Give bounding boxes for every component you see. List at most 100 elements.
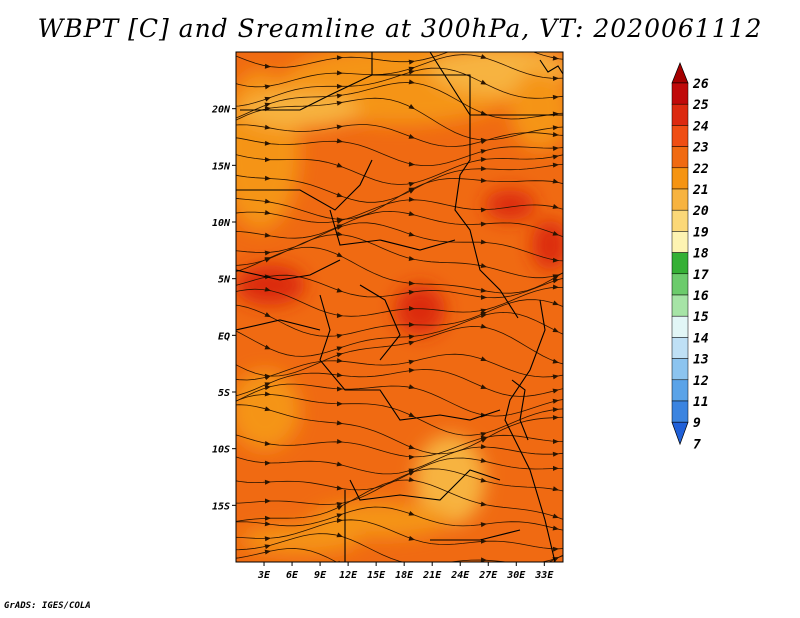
streamline-arrow <box>264 198 271 204</box>
colorbar-label: 19 <box>693 225 709 240</box>
streamline <box>236 82 563 120</box>
colorbar-segment <box>671 188 689 211</box>
streamline-arrow <box>552 55 559 61</box>
streamline-arrow <box>408 59 415 65</box>
colorbar-top-triangle <box>671 62 689 84</box>
streamline-arrow <box>336 502 343 507</box>
streamline-arrow <box>336 352 343 358</box>
streamline <box>236 54 563 88</box>
colorbar-label: 16 <box>693 289 709 304</box>
streamline <box>236 311 563 357</box>
streamline <box>236 548 563 562</box>
colorbar-segment <box>671 252 689 275</box>
streamline-arrow <box>336 333 343 339</box>
streamline-arrow <box>408 322 415 328</box>
streamline <box>236 177 563 220</box>
streamline-arrow <box>336 70 343 76</box>
streamline-arrow <box>264 157 271 163</box>
streamline-arrow <box>408 305 415 311</box>
streamline-arrow <box>336 162 343 168</box>
colorbar-segment <box>671 209 689 232</box>
streamline <box>236 274 563 299</box>
streamline-arrow <box>336 100 343 106</box>
streamline-arrow <box>552 275 559 281</box>
colorbar-segment <box>671 167 689 190</box>
streamline-arrow <box>480 149 487 154</box>
streamline-arrow <box>264 515 271 521</box>
streamline-arrow <box>480 457 487 463</box>
streamline-arrow <box>408 535 415 541</box>
streamline-arrow <box>552 439 559 445</box>
streamline-arrow <box>552 451 559 457</box>
streamline-arrow <box>480 323 487 329</box>
streamline-arrow <box>552 546 559 552</box>
streamline-arrow <box>480 477 487 483</box>
streamline-arrow <box>408 133 415 139</box>
streamline-arrow <box>336 138 343 144</box>
streamline-arrow <box>264 406 271 412</box>
streamlines <box>236 52 563 562</box>
grads-footer: GrADS: IGES/COLA <box>4 601 91 611</box>
streamline-arrow <box>552 465 559 471</box>
streamline-arrow <box>480 557 487 562</box>
y-tick-label: 5N <box>218 275 231 286</box>
y-tick-label: 10N <box>212 218 231 229</box>
colorbar-label: 23 <box>692 141 709 156</box>
y-tick-label: EQ <box>218 331 230 342</box>
streamline <box>236 124 563 147</box>
streamline-arrow <box>336 231 343 237</box>
streamline <box>236 369 563 397</box>
streamline <box>236 299 563 337</box>
streamline-arrow <box>480 313 487 319</box>
streamline-arrow <box>552 284 559 290</box>
streamline-arrow <box>552 300 559 306</box>
colorbar-label: 7 <box>693 437 701 452</box>
streamline-arrow <box>408 280 415 286</box>
streamline <box>236 97 563 141</box>
colorbar-segment <box>671 231 689 253</box>
streamline-arrow <box>264 232 271 238</box>
streamline-arrow <box>336 93 343 99</box>
colorbar-label: 11 <box>693 395 709 410</box>
streamline-arrow <box>264 286 271 292</box>
streamline-arrow <box>552 398 559 404</box>
streamline-arrow <box>480 178 487 184</box>
colorbar-label: 9 <box>693 416 701 431</box>
streamline-arrow <box>480 110 487 116</box>
streamline-arrow <box>264 312 271 318</box>
streamline-arrow <box>552 94 559 100</box>
streamline <box>236 519 563 550</box>
streamline-arrow <box>408 444 415 450</box>
colorbar-label: 18 <box>693 247 709 262</box>
streamline-arrow <box>264 210 271 215</box>
streamline-arrow <box>264 375 271 380</box>
streamline-arrow <box>480 287 487 293</box>
colorbar-segment <box>671 379 689 402</box>
streamline-arrow <box>336 358 343 364</box>
streamline-arrow <box>552 162 559 168</box>
streamline-arrow <box>408 256 415 261</box>
streamline-arrow <box>480 166 487 172</box>
colorbar-segment <box>671 337 689 359</box>
streamline <box>236 468 563 505</box>
x-tick-label: 3E <box>257 570 271 581</box>
streamline <box>236 154 563 185</box>
colorbar: 26 25 24 23 22 21 20 19 18 17 16 15 14 13 12 11 9 7 <box>671 62 709 452</box>
streamline-arrow <box>336 55 343 61</box>
streamline-arrow <box>408 334 415 340</box>
y-axis: 20N 15N 10N 5N EQ 5S 10S 15S <box>211 105 236 512</box>
streamline-arrow <box>408 454 415 460</box>
streamline-arrow <box>480 432 487 437</box>
streamline <box>236 222 563 262</box>
country-borders <box>236 52 563 562</box>
streamline-arrow <box>552 327 559 333</box>
streamline-arrow <box>552 76 559 82</box>
streamline-arrow <box>408 340 415 346</box>
streamline-arrow <box>264 521 271 527</box>
colorbar-segment <box>671 103 689 126</box>
streamline-arrow <box>264 175 271 181</box>
streamline-arrow <box>264 257 271 262</box>
streamline-arrow <box>552 154 559 160</box>
streamline-arrow <box>552 407 559 413</box>
